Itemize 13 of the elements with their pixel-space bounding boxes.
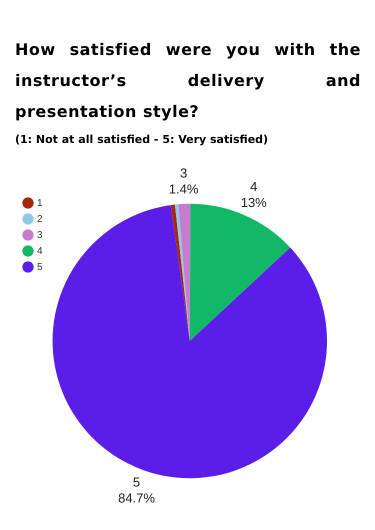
slice-label: 5 — [132, 474, 140, 490]
legend-label: 1 — [37, 198, 43, 209]
legend-label: 4 — [37, 246, 43, 257]
slice-label: 3 — [180, 165, 188, 180]
data-label: 84.7% — [118, 490, 156, 506]
legend-label: 5 — [37, 262, 43, 273]
data-label: 13% — [240, 194, 268, 210]
chart-title: How satisfied were you with the instructor’s delivery and presentation style? — [14, 39, 362, 123]
data-label: 1.4% — [168, 181, 199, 196]
slice-label: 4 — [250, 178, 258, 194]
chart-subtitle: (1: Not at all satisfied - 5: Very satisfied) — [14, 132, 270, 146]
legend-label: 2 — [37, 214, 43, 225]
legend-label: 3 — [37, 230, 43, 241]
